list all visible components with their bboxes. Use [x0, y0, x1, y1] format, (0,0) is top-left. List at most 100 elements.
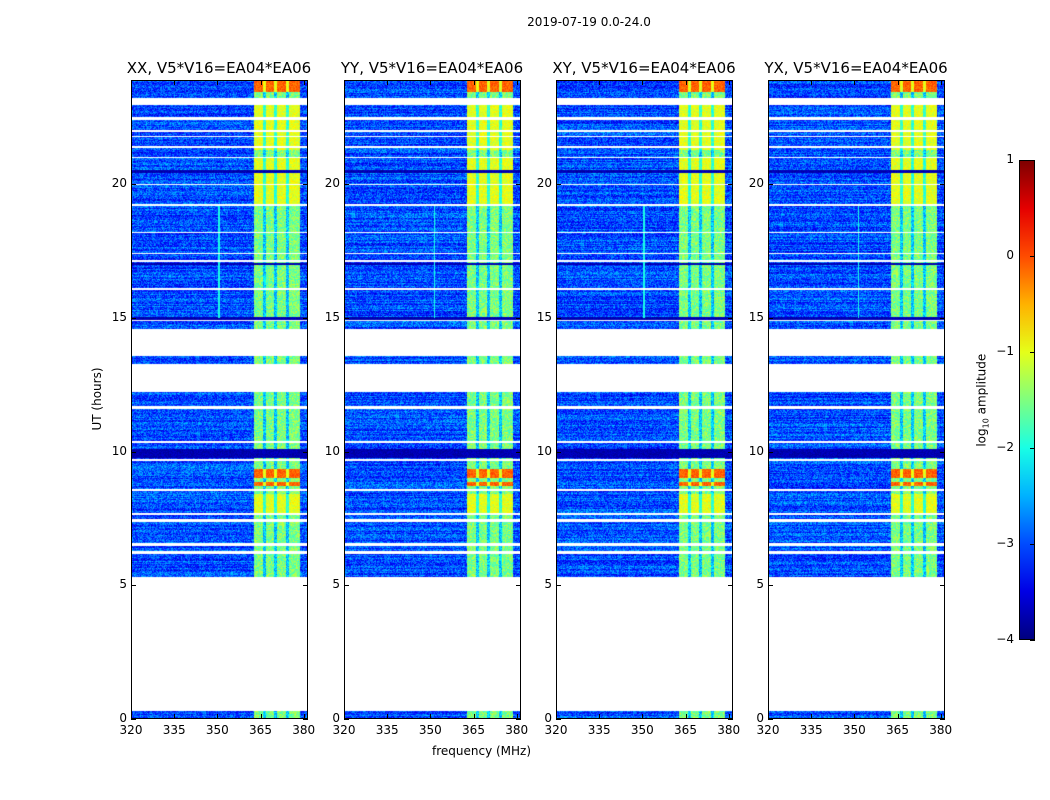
- x-tick: [473, 80, 475, 85]
- y-tick-label: 15: [324, 309, 340, 324]
- x-tick-label: 365: [886, 723, 909, 737]
- colorbar-tick-label: 0: [1006, 248, 1014, 262]
- x-tick-label: 320: [119, 723, 143, 737]
- x-tick: [642, 80, 644, 85]
- y-tick: [303, 317, 308, 319]
- x-tick: [556, 80, 557, 85]
- y-tick: [344, 451, 349, 453]
- x-tick: [728, 80, 730, 85]
- y-tick-label: 15: [748, 309, 764, 324]
- x-tick: [260, 714, 262, 719]
- y-tick: [556, 184, 561, 186]
- x-tick: [174, 714, 176, 719]
- x-tick: [387, 80, 389, 85]
- x-tick-label: 320: [332, 723, 356, 737]
- x-tick: [897, 714, 899, 719]
- spectrogram-panel: [556, 80, 733, 719]
- y-tick: [303, 451, 308, 453]
- y-tick: [556, 451, 561, 453]
- colorbar-tick-label: −4: [996, 632, 1014, 646]
- colorbar-tick-label: 1: [1006, 152, 1014, 166]
- x-tick: [516, 80, 518, 85]
- y-tick: [728, 719, 733, 720]
- colorbar-tick: [1030, 640, 1035, 641]
- y-tick: [344, 184, 349, 186]
- x-tick-label: 320: [544, 723, 568, 737]
- spectrogram-heatmap: [769, 81, 944, 718]
- figure-title: 2019-07-19 0.0-24.0: [527, 15, 651, 29]
- x-tick-label: 350: [205, 723, 229, 737]
- y-tick: [728, 451, 733, 453]
- y-tick-label: 5: [332, 577, 340, 592]
- x-tick-label: 335: [587, 723, 611, 737]
- y-tick: [940, 451, 945, 453]
- y-tick-label: 10: [536, 443, 552, 458]
- x-tick-label: 380: [292, 723, 316, 737]
- spectrogram-heatmap: [345, 81, 520, 718]
- y-tick-label: 0: [119, 711, 127, 725]
- x-tick: [131, 80, 132, 85]
- x-tick-label: 320: [756, 723, 780, 737]
- y-tick: [516, 719, 521, 720]
- x-tick-label: 350: [842, 723, 866, 737]
- x-tick: [174, 80, 176, 85]
- y-tick-label: 20: [111, 176, 127, 191]
- x-tick: [344, 80, 345, 85]
- x-tick: [599, 714, 601, 719]
- y-tick-label: 20: [324, 176, 340, 191]
- x-tick: [430, 80, 432, 85]
- y-tick: [940, 719, 945, 720]
- colorbar-tick-label: −2: [996, 440, 1014, 454]
- y-tick: [768, 451, 773, 453]
- x-tick-label: 365: [674, 723, 697, 737]
- x-tick-label: 350: [630, 723, 654, 737]
- x-tick: [217, 80, 219, 85]
- y-tick: [556, 719, 561, 720]
- y-tick-label: 0: [544, 711, 552, 725]
- x-tick: [897, 80, 899, 85]
- x-tick: [811, 80, 813, 85]
- y-tick-label: 15: [536, 309, 552, 324]
- y-tick-label: 0: [332, 711, 340, 725]
- colorbar-tick: [1030, 448, 1035, 449]
- y-tick: [556, 317, 561, 319]
- y-tick: [768, 184, 773, 186]
- spectrogram-panel: [131, 80, 308, 719]
- y-tick: [516, 317, 521, 319]
- y-tick: [556, 585, 561, 587]
- colorbar-tick: [1030, 256, 1035, 257]
- y-tick: [728, 317, 733, 319]
- y-tick-label: 10: [324, 443, 340, 458]
- x-tick-label: 380: [717, 723, 741, 737]
- colorbar-tick-label: −3: [996, 536, 1014, 550]
- y-tick-label: 10: [111, 443, 127, 458]
- colorbar-tick: [1030, 160, 1035, 161]
- x-tick: [940, 80, 942, 85]
- y-tick: [768, 317, 773, 319]
- x-tick: [217, 714, 219, 719]
- x-tick: [599, 80, 601, 85]
- x-tick-label: 365: [249, 723, 272, 737]
- x-tick: [131, 714, 132, 719]
- x-tick: [854, 714, 856, 719]
- x-tick: [768, 714, 769, 719]
- y-tick: [344, 719, 349, 720]
- y-tick-label: 5: [756, 577, 764, 592]
- y-tick: [131, 184, 136, 186]
- y-axis-label: UT (hours): [90, 367, 104, 431]
- y-tick: [131, 451, 136, 453]
- y-tick-label: 5: [119, 577, 127, 592]
- x-tick: [768, 80, 769, 85]
- y-tick: [728, 585, 733, 587]
- x-tick: [685, 80, 687, 85]
- y-tick-label: 0: [756, 711, 764, 725]
- x-tick-label: 335: [162, 723, 186, 737]
- y-tick: [768, 719, 773, 720]
- x-tick: [473, 714, 475, 719]
- y-tick: [303, 719, 308, 720]
- y-tick-label: 20: [536, 176, 552, 191]
- y-tick-label: 15: [111, 309, 127, 324]
- x-tick: [685, 714, 687, 719]
- x-tick: [728, 714, 730, 719]
- x-axis-label: frequency (MHz): [432, 744, 532, 758]
